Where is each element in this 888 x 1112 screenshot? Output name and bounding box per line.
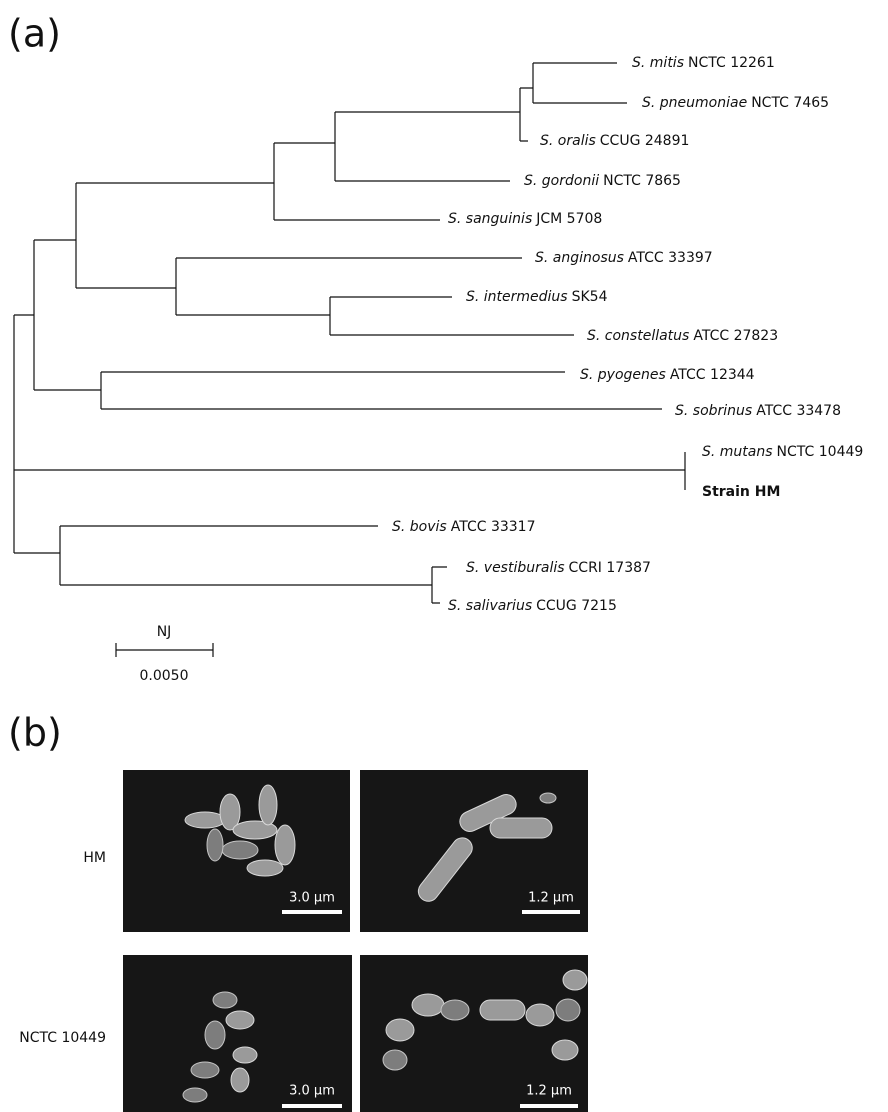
scale-bar-label: 1.2 µm <box>526 1084 572 1099</box>
label-part: CCUG 24891 <box>600 133 690 149</box>
label-part: ATCC 33317 <box>451 519 536 535</box>
label-part: JCM 5708 <box>535 211 602 227</box>
label-part: ATCC 12344 <box>670 367 755 383</box>
label-part: NCTC 12261 <box>688 55 775 71</box>
sem-image: 1.2 µm <box>360 955 588 1112</box>
label-part: S. gordonii <box>524 173 599 189</box>
label-part: S. pyogenes <box>580 367 666 383</box>
label-part: S. mutans <box>702 444 773 460</box>
label-part: ATCC 33478 <box>756 403 841 419</box>
label-part: NCTC 7865 <box>603 173 681 189</box>
label-part: NCTC 10449 <box>777 444 864 460</box>
label-part: S. salivarius <box>448 598 532 614</box>
scale-bar-label: 1.2 µm <box>528 891 574 906</box>
label-part: SK54 <box>572 289 608 305</box>
scale-bar-label: 3.0 µm <box>289 891 335 906</box>
label-part: CCRI 17387 <box>569 560 651 576</box>
scale-bar-label: 3.0 µm <box>289 1084 335 1099</box>
row-label: NCTC 10449 <box>19 1030 106 1046</box>
label-part: S. bovis <box>392 519 447 535</box>
leaf-label: Strain HM <box>702 484 780 500</box>
label-part: S. mitis <box>632 55 684 71</box>
label-part: S. intermedius <box>466 289 568 305</box>
figure: (a) S. mitisNCTC 12261 S. pneumoniaeNCTC… <box>0 0 888 1112</box>
label-part: NCTC 7465 <box>751 95 829 111</box>
label-part: S. sanguinis <box>448 211 532 227</box>
label-part: S. oralis <box>540 133 596 149</box>
label-part: S. sobrinus <box>675 403 752 419</box>
label-part: ATCC 27823 <box>693 328 778 344</box>
scale-method: NJ <box>157 624 172 640</box>
label-part: S. anginosus <box>535 250 624 266</box>
panel-label: (b) <box>8 711 62 755</box>
panel-label: (a) <box>8 12 61 56</box>
scale-value: 0.0050 <box>140 668 189 684</box>
scale-bar: NJ 0.0050 <box>116 624 213 684</box>
label-part: ATCC 33397 <box>628 250 713 266</box>
label-part: S. constellatus <box>587 328 689 344</box>
row-label: HM <box>83 850 106 866</box>
label-part: CCUG 7215 <box>536 598 617 614</box>
label-part: S. vestiburalis <box>466 560 565 576</box>
sem-image: 3.0 µm <box>123 770 350 932</box>
sem-image: 1.2 µm <box>360 770 588 932</box>
label-part: S. pneumoniae <box>642 95 747 111</box>
sem-image: 3.0 µm <box>123 955 352 1112</box>
